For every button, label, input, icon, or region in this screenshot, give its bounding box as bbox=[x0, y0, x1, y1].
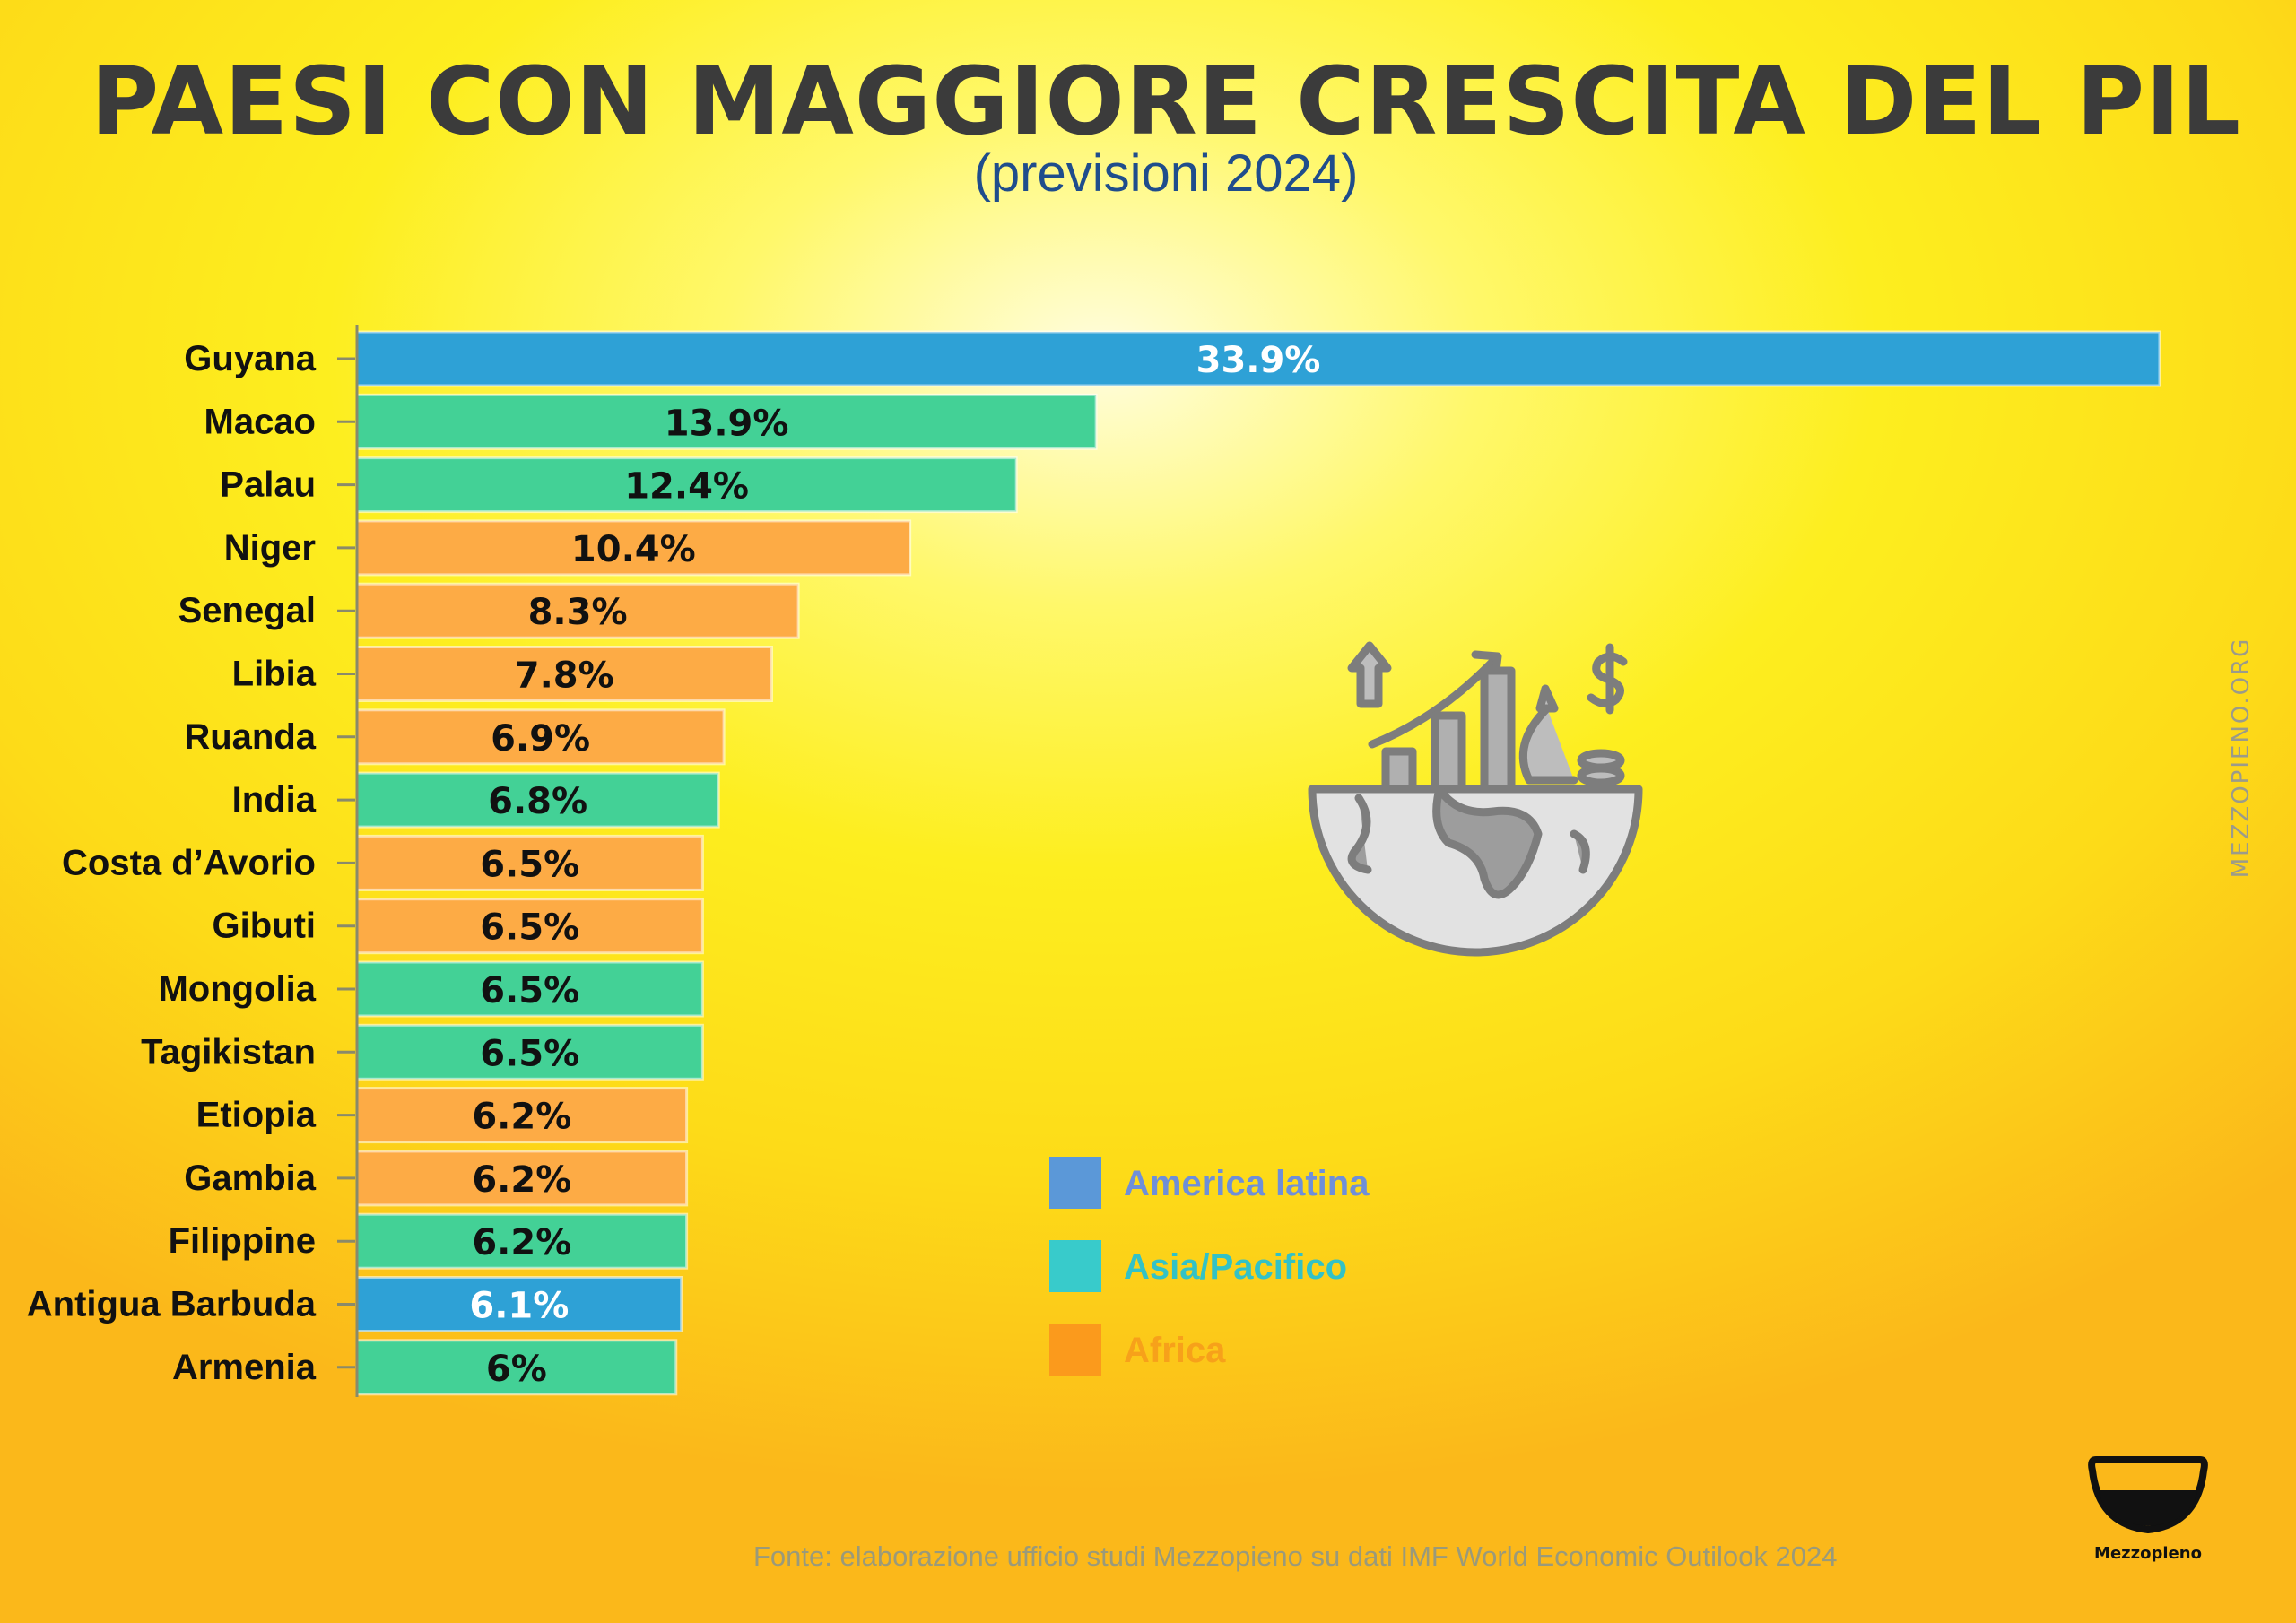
value-label: 6.5% bbox=[480, 844, 579, 885]
watermark-text: MEZZOPIENO.ORG bbox=[2228, 637, 2255, 879]
value-label: 13.9% bbox=[665, 403, 789, 444]
bar-12 bbox=[355, 1087, 689, 1144]
category-label: Filippine bbox=[169, 1221, 316, 1261]
bar-4 bbox=[355, 582, 800, 639]
category-label: Gambia bbox=[184, 1159, 316, 1198]
value-label: 12.4% bbox=[624, 466, 749, 508]
category-label: Libia bbox=[232, 655, 317, 694]
category-label: Etiopia bbox=[196, 1096, 317, 1135]
legend-label-1: Asia/Pacifico bbox=[1124, 1247, 1347, 1287]
category-label: Gibuti bbox=[212, 907, 316, 946]
bar-2 bbox=[355, 456, 1018, 514]
category-label: Antigua Barbuda bbox=[27, 1285, 317, 1324]
value-label: 6.5% bbox=[480, 1033, 579, 1074]
category-label: Palau bbox=[220, 465, 316, 505]
bar-10 bbox=[355, 960, 704, 1018]
category-label: Tagikistan bbox=[141, 1032, 316, 1072]
value-label: 10.4% bbox=[571, 529, 696, 570]
legend-label-0: America latina bbox=[1124, 1164, 1370, 1203]
category-label: Ruanda bbox=[184, 717, 316, 757]
global-economic-growth-icon bbox=[1308, 641, 1643, 957]
legend-label-2: Africa bbox=[1124, 1331, 1226, 1370]
page-title: PAESI CON MAGGIORE CRESCITA DEL PIL bbox=[90, 47, 2242, 156]
bar-13 bbox=[355, 1150, 689, 1207]
value-label: 6.8% bbox=[488, 781, 587, 822]
half-full-glass-icon bbox=[2088, 1456, 2208, 1534]
value-label: 33.9% bbox=[1196, 340, 1321, 381]
bar-5 bbox=[355, 646, 773, 702]
category-label: Armenia bbox=[172, 1348, 317, 1387]
category-label: Guyana bbox=[184, 339, 316, 378]
value-label: 8.3% bbox=[528, 592, 628, 633]
value-label: 6.2% bbox=[472, 1097, 571, 1138]
bar-1 bbox=[355, 393, 1098, 450]
value-label: 6.9% bbox=[491, 718, 590, 759]
legend-swatch-1 bbox=[1049, 1240, 1101, 1292]
watermark: MEZZOPIENO.ORG bbox=[2228, 637, 2255, 879]
bars-layer: Guyana 33.9% Macao 13.9% Palau 12.4% Niger 10.4… bbox=[27, 330, 2161, 1396]
bar-8 bbox=[355, 834, 704, 891]
source-note: Fonte: elaborazione ufficio studi Mezzop… bbox=[753, 1541, 1838, 1572]
page-subtitle: (previsioni 2024) bbox=[973, 144, 1359, 203]
category-label: India bbox=[232, 780, 317, 820]
value-label: 6% bbox=[486, 1349, 547, 1390]
mezzopieno-logo: Mezzopieno bbox=[2081, 1444, 2215, 1578]
bar-14 bbox=[355, 1212, 689, 1270]
bar-15 bbox=[355, 1276, 683, 1332]
legend-swatch-2 bbox=[1049, 1324, 1101, 1376]
bar-7 bbox=[355, 771, 720, 829]
value-label: 6.1% bbox=[469, 1286, 569, 1327]
value-label: 6.5% bbox=[480, 907, 579, 949]
category-label: Mongolia bbox=[158, 969, 316, 1009]
category-label: Niger bbox=[224, 528, 316, 568]
value-label: 6.5% bbox=[480, 970, 579, 1011]
value-label: 6.2% bbox=[472, 1159, 571, 1201]
value-label: 6.2% bbox=[472, 1222, 571, 1263]
logo-text: Mezzopieno bbox=[2094, 1544, 2202, 1563]
legend: America latina Asia/Pacifico Africa bbox=[1049, 1157, 1370, 1376]
category-label: Macao bbox=[204, 402, 317, 441]
value-label: 7.8% bbox=[515, 655, 614, 697]
category-label: Costa d’Avorio bbox=[62, 843, 316, 882]
legend-swatch-0 bbox=[1049, 1157, 1101, 1209]
category-label: Senegal bbox=[178, 591, 316, 630]
